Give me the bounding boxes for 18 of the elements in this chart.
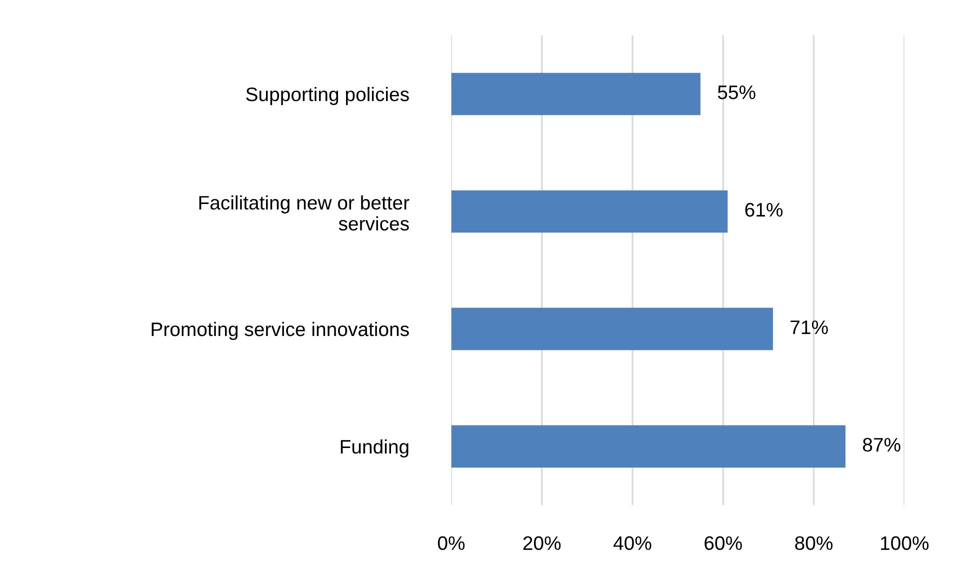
y-tick-label: Facilitating new or better services (199, 195, 410, 231)
y-tick-label: Promoting service innovations (152, 322, 409, 340)
x-tick-label: 100% (880, 536, 929, 550)
y-tick-label: Funding (340, 439, 408, 458)
bar (451, 72, 700, 116)
x-tick-label: 0% (438, 536, 465, 550)
bar (451, 190, 728, 233)
x-tick-label: 60% (704, 536, 742, 550)
data-label: 87% (862, 438, 900, 452)
data-label: 55% (718, 86, 756, 100)
bar (451, 425, 846, 468)
x-tick-label: 80% (795, 536, 833, 550)
data-label: 71% (790, 320, 828, 334)
data-label: 61% (745, 202, 783, 217)
y-tick-label: Supporting policies (246, 86, 409, 106)
bar (451, 308, 773, 350)
x-tick-label: 20% (523, 536, 561, 550)
x-tick-label: 40% (613, 536, 652, 550)
